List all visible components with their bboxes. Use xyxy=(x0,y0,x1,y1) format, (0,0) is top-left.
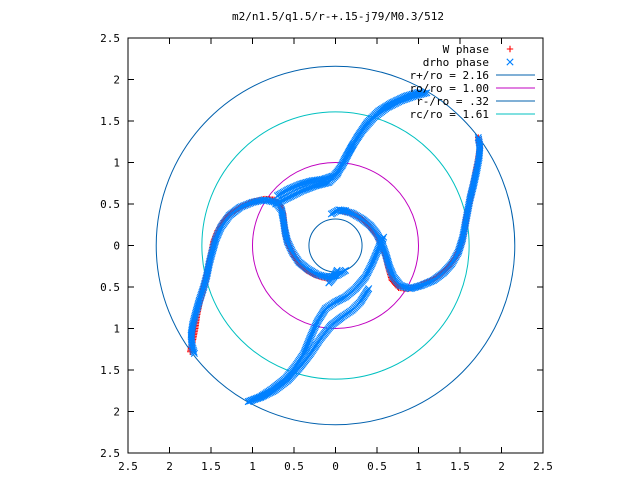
drho-phase-point xyxy=(421,89,429,97)
legend-label: drho phase xyxy=(423,56,489,69)
y-tick-label: 0.5 xyxy=(100,198,120,211)
drho-phase-point xyxy=(474,134,482,142)
y-tick-label: 2 xyxy=(113,406,120,419)
legend-label: rc/ro = 1.61 xyxy=(410,108,489,121)
legend-marker xyxy=(506,58,514,66)
drho-phase-point xyxy=(341,266,350,274)
x-tick-label: 2 xyxy=(166,460,173,473)
legend-label: r+/ro = 2.16 xyxy=(410,69,489,82)
chart-title: m2/n1.5/q1.5/r-+.15-j79/M0.3/512 xyxy=(232,10,444,23)
y-tick-label: 0 xyxy=(113,240,120,253)
data-points xyxy=(187,88,484,406)
y-tick-label: 2.5 xyxy=(100,32,120,45)
circle-r-series xyxy=(308,218,363,273)
x-tick-label: 0 xyxy=(332,460,339,473)
legend-label: ro/ro = 1.00 xyxy=(410,82,489,95)
legend-label: W phase xyxy=(443,43,489,56)
circle-rc-series xyxy=(201,111,470,380)
axis-ticks: 2.5 2 1.5 1 0.5 0 0.5 1 1.5 2 2.52.521.510.500.511… xyxy=(100,32,553,473)
drho-phase-point xyxy=(365,285,373,293)
y-tick-label: 1 xyxy=(113,157,120,170)
circle-r-series xyxy=(155,65,516,426)
drho-phase-point xyxy=(380,233,388,241)
x-tick-label: 2 xyxy=(498,460,505,473)
y-tick-label: 0.5 xyxy=(100,281,120,294)
x-tick-label: 0.5 xyxy=(284,460,304,473)
legend-marker xyxy=(506,45,514,53)
y-tick-label: 1 xyxy=(113,323,120,336)
drho-phase-point xyxy=(475,135,483,143)
drho-phase-point xyxy=(423,89,431,97)
x-tick-label: 1.5 xyxy=(201,460,221,473)
drho-phase-point xyxy=(340,206,348,215)
x-tick-label: 1.5 xyxy=(450,460,470,473)
drho-phase-point xyxy=(379,235,387,243)
x-tick-label: 1 xyxy=(415,460,422,473)
y-tick-label: 1.5 xyxy=(100,115,120,128)
x-tick-label: 2.5 xyxy=(118,460,138,473)
circle-ro-series xyxy=(252,162,419,329)
legend-label: r-/ro = .32 xyxy=(416,95,489,108)
y-tick-label: 2 xyxy=(113,74,120,87)
drho-phase-point xyxy=(333,266,341,274)
x-tick-label: 1 xyxy=(249,460,256,473)
x-tick-label: 0.5 xyxy=(367,460,387,473)
drho-phase-point xyxy=(341,207,350,215)
y-tick-label: 1.5 xyxy=(100,364,120,377)
x-tick-label: 2.5 xyxy=(533,460,553,473)
y-tick-label: 2.5 xyxy=(100,447,120,460)
